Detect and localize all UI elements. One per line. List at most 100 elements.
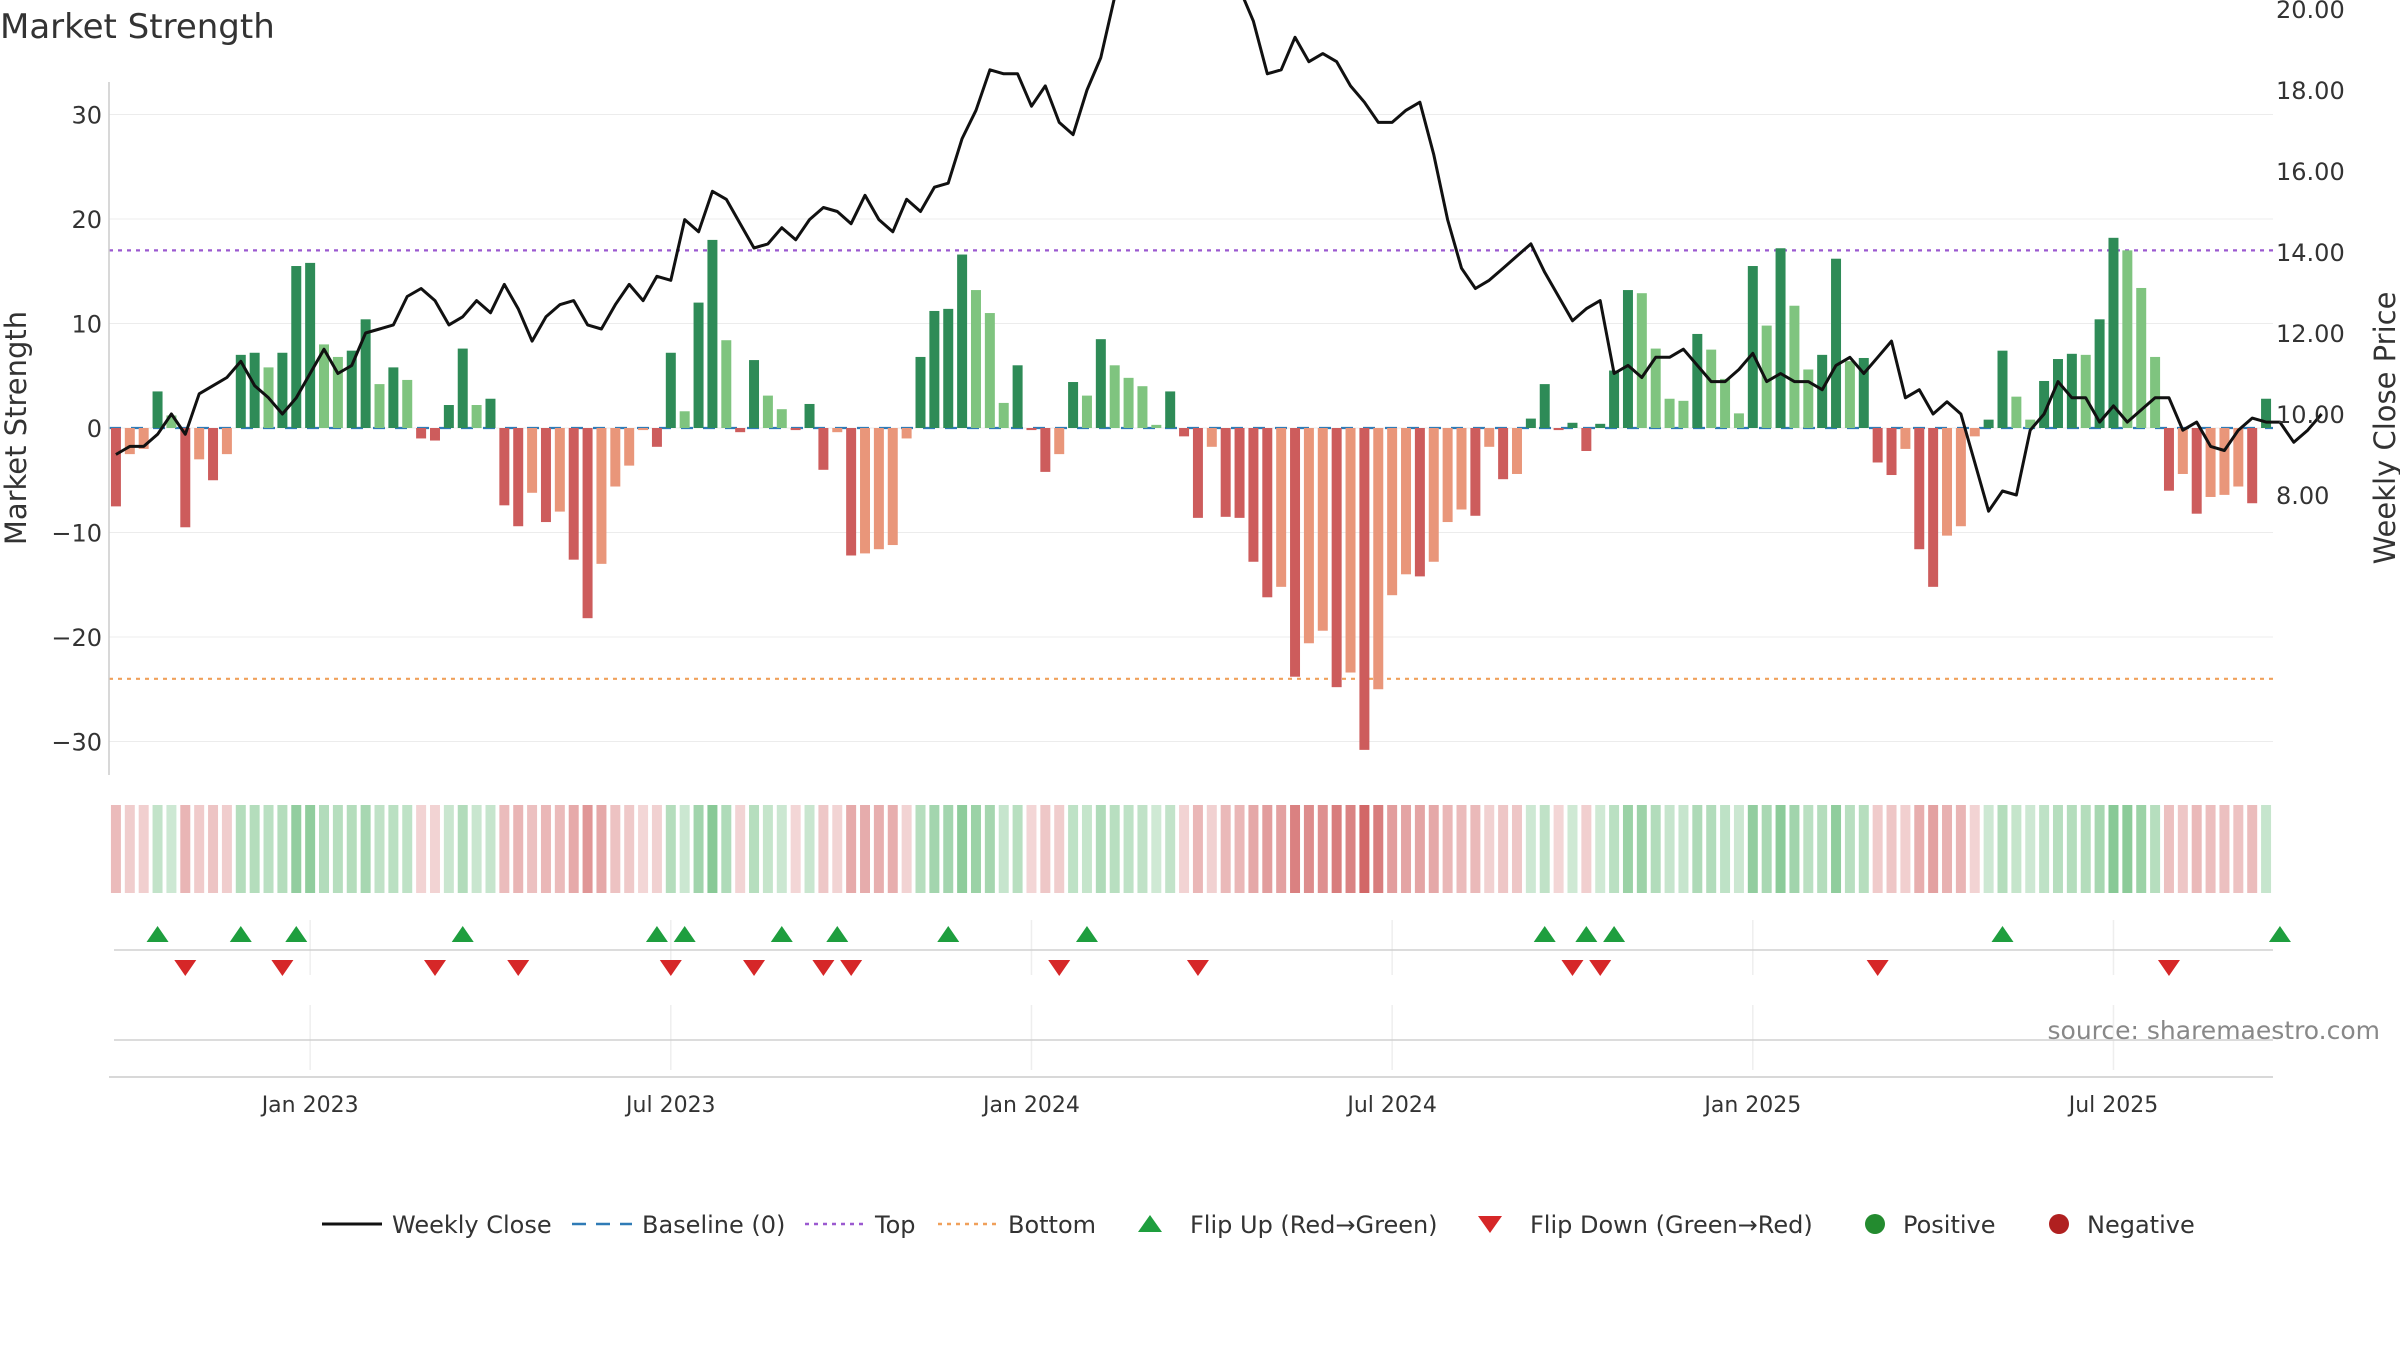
legend-label: Flip Down (Green→Red) — [1530, 1211, 1813, 1239]
strength-bar — [1886, 428, 1897, 476]
heat-cell — [957, 805, 968, 893]
y2-tick-label: 18.00 — [2276, 77, 2345, 105]
strength-bar — [540, 428, 551, 523]
weekly-close-line — [115, 0, 2323, 513]
legend-entry: Top — [805, 1211, 916, 1239]
legend-entry: Flip Down (Green→Red) — [1478, 1211, 1813, 1239]
heat-cell — [943, 805, 954, 893]
strength-bar — [721, 340, 732, 428]
strength-bar — [1109, 365, 1120, 428]
strength-bar — [818, 428, 829, 470]
heat-cell — [1192, 805, 1203, 893]
strength-bar — [2052, 359, 2063, 428]
heat-cell — [124, 805, 135, 893]
strength-bar — [804, 403, 815, 428]
strength-bar — [582, 428, 593, 619]
heat-cell — [1692, 805, 1703, 893]
heat-cell — [2177, 805, 2188, 893]
x-tick-label: Jan 2025 — [1702, 1093, 1801, 1118]
heat-cell — [1678, 805, 1689, 893]
heat-cell — [1137, 805, 1148, 893]
heat-cell — [1983, 805, 1994, 893]
heat-cell — [1498, 805, 1509, 893]
strength-bar — [2150, 356, 2161, 428]
heat-cell — [1900, 805, 1911, 893]
heat-cell — [1359, 805, 1370, 893]
flip-down-marker — [2157, 960, 2180, 976]
strength-bar — [1817, 354, 1828, 428]
strength-bar — [2191, 428, 2202, 514]
strength-bar — [984, 313, 995, 428]
heat-cell — [2052, 805, 2063, 893]
strength-bar — [166, 415, 177, 428]
heat-cell — [249, 805, 260, 893]
heat-cell — [1706, 805, 1717, 893]
heat-cell — [1539, 805, 1550, 893]
heat-cell — [1886, 805, 1897, 893]
heat-cell — [1290, 805, 1301, 893]
heat-cell — [360, 805, 371, 893]
strength-bar — [485, 398, 496, 428]
strength-bar — [860, 428, 871, 554]
heat-cell — [1914, 805, 1925, 893]
y2-tick-label: 20.00 — [2276, 0, 2345, 24]
flip-down-marker — [743, 960, 766, 976]
heat-cell — [235, 805, 246, 893]
strength-bar — [1498, 428, 1509, 480]
heat-cell — [1831, 805, 1842, 893]
heat-cell — [2066, 805, 2077, 893]
heat-cell — [1553, 805, 1564, 893]
heat-cell — [1303, 805, 1314, 893]
flip-down-marker — [271, 960, 294, 976]
flip-up-marker — [1575, 926, 1598, 942]
flip-up-marker — [645, 926, 668, 942]
strength-bar — [1858, 357, 1869, 428]
heat-cell — [1428, 805, 1439, 893]
strength-bar — [2108, 237, 2119, 428]
strength-bar — [124, 428, 135, 455]
heat-cell — [2136, 805, 2147, 893]
strength-bar — [1747, 266, 1758, 428]
heat-cell — [1054, 805, 1065, 893]
strength-bar — [1539, 384, 1550, 428]
heat-cell — [319, 805, 330, 893]
strength-bar — [1470, 428, 1481, 516]
strength-bar — [998, 402, 1009, 428]
y2-tick-label: 10.00 — [2276, 401, 2345, 429]
heat-cell — [291, 805, 302, 893]
axes-layer: 3020100−10−20−3022.0020.0018.0016.0014.0… — [51, 0, 2345, 775]
strength-bar — [1192, 428, 1203, 518]
strength-bar — [2122, 250, 2133, 428]
legend-entry: Weekly Close — [322, 1211, 552, 1239]
heat-cell — [1234, 805, 1245, 893]
heat-cell — [762, 805, 773, 893]
heat-cell — [984, 805, 995, 893]
strength-bar — [1276, 428, 1287, 587]
heat-cell — [221, 805, 232, 893]
strength-bar — [513, 428, 524, 527]
legend-entry: Flip Up (Red→Green) — [1138, 1211, 1438, 1239]
y2-tick-label: 14.00 — [2276, 239, 2345, 267]
flip-down-marker — [1561, 960, 1584, 976]
strength-bar — [1525, 418, 1536, 428]
heat-cell — [1442, 805, 1453, 893]
x-tick-label: Jan 2023 — [260, 1093, 359, 1118]
heat-cell — [749, 805, 760, 893]
strength-bar — [1706, 349, 1717, 428]
strength-bar — [1262, 428, 1273, 598]
heat-cell — [138, 805, 149, 893]
strength-bar — [832, 428, 843, 433]
strength-bar — [152, 391, 163, 428]
strength-bar — [1650, 348, 1661, 428]
strength-bar — [319, 344, 330, 428]
y2-tick-label: 12.00 — [2276, 320, 2345, 348]
strength-bar — [610, 428, 621, 487]
y-tick-label: −10 — [51, 520, 102, 548]
legend-swatch-triangle-down — [1478, 1216, 1502, 1233]
heat-cell — [1955, 805, 1966, 893]
heat-cell — [305, 805, 316, 893]
strength-bar — [943, 308, 954, 428]
heat-cell — [1844, 805, 1855, 893]
flip-down-marker — [840, 960, 863, 976]
